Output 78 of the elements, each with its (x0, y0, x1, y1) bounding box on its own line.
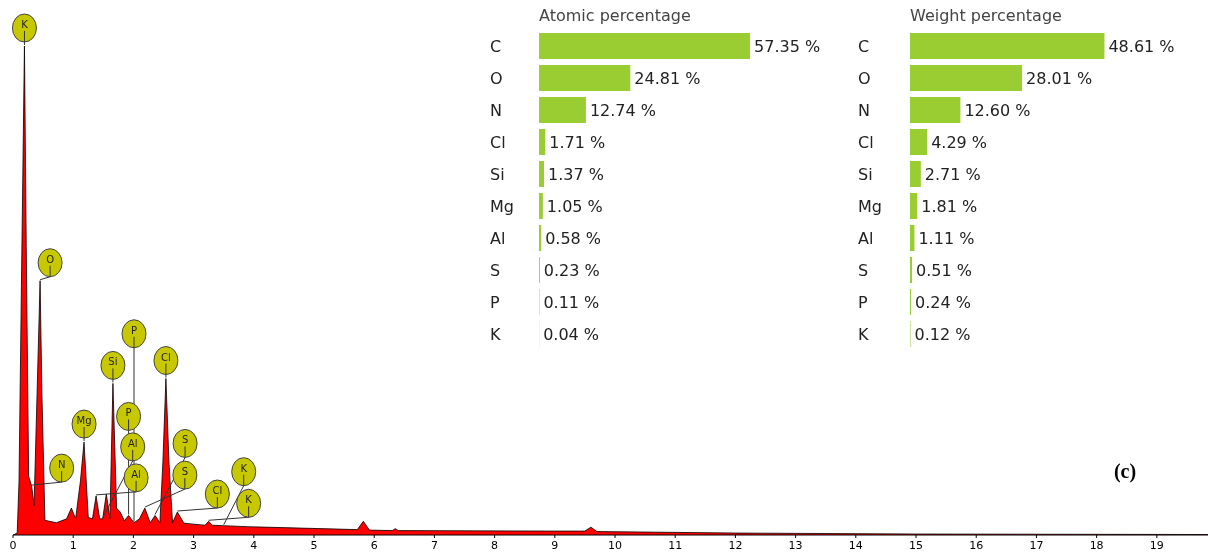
x-tick-label: 7 (430, 539, 438, 552)
data-label: 0.24 % (914, 293, 971, 312)
annotation: N (57, 459, 66, 471)
x-tick-label: 8 (491, 539, 499, 552)
y-tick-label: Si (858, 165, 873, 184)
data-label: 24.81 % (634, 69, 701, 88)
data-label: 1.81 % (921, 197, 978, 216)
data-label: 0.11 % (543, 293, 600, 312)
data-label: 0.12 % (914, 325, 971, 344)
y-tick-label: S (858, 261, 869, 280)
annotation: (c) (1113, 460, 1137, 483)
annotation: Cl (161, 351, 171, 363)
y-tick-label: Al (490, 229, 506, 248)
x-tick-label: 4 (250, 539, 258, 552)
annotation: K (240, 462, 248, 474)
x-tick-label: 0 (9, 539, 17, 552)
x-tick-label: 13 (788, 539, 803, 552)
y-tick-label: O (858, 69, 871, 88)
data-label: 12.74 % (589, 101, 656, 120)
y-tick-label: N (490, 101, 502, 120)
y-tick-label: S (490, 261, 501, 280)
y-tick-label: Cl (858, 133, 874, 152)
data-label: 1.37 % (548, 165, 604, 184)
x-tick-label: 5 (310, 539, 318, 552)
x-tick-label: 16 (969, 539, 984, 552)
annotation: O (46, 253, 55, 265)
x-tick-label: 3 (190, 539, 198, 552)
annotation: K (245, 494, 253, 506)
x-tick-label: 18 (1089, 539, 1104, 552)
x-tick-label: 1 (69, 539, 77, 552)
y-tick-label: K (858, 325, 869, 344)
y-tick-label: P (490, 293, 500, 312)
data-label: 0.23 % (543, 261, 600, 280)
y-tick-label: K (490, 325, 501, 344)
data-label: 1.71 % (549, 133, 606, 152)
y-tick-label: Cl (490, 133, 506, 152)
x-tick-label: 6 (370, 539, 378, 552)
chart-title: Weight percentage (910, 6, 1062, 25)
x-tick-label: 2 (129, 539, 137, 552)
y-tick-label: N (858, 101, 870, 120)
annotation: P (125, 407, 132, 419)
data-label: 0.58 % (545, 229, 602, 248)
y-tick-label: Al (858, 229, 874, 248)
x-tick-label: 14 (848, 539, 863, 552)
annotation: K (21, 19, 29, 30)
x-tick-label: 17 (1029, 539, 1044, 552)
data-label: 1.05 % (546, 197, 603, 216)
x-tick-label: 19 (1149, 539, 1164, 552)
data-label: 48.61 % (1108, 37, 1175, 56)
data-label: 57.35 % (754, 37, 821, 56)
y-tick-label: Mg (490, 197, 514, 216)
x-tick-label: 10 (608, 539, 623, 552)
x-tick-label: 9 (551, 539, 559, 552)
data-label: 12.60 % (964, 101, 1031, 120)
y-tick-label: P (858, 293, 868, 312)
y-tick-label: Si (490, 165, 505, 184)
x-tick-label: 12 (728, 539, 743, 552)
annotation: Si (108, 356, 118, 368)
data-label: 28.01 % (1026, 69, 1093, 88)
data-label: 4.29 % (931, 133, 988, 152)
data-label: 0.51 % (916, 261, 972, 280)
y-tick-label: C (858, 37, 870, 56)
y-tick-label: Mg (858, 197, 882, 216)
data-label: 2.71 % (924, 165, 981, 184)
annotation: Al (127, 437, 138, 449)
y-tick-label: C (490, 37, 502, 56)
x-tick-label: 11 (668, 539, 683, 552)
annotation: Cl (212, 485, 223, 497)
x-tick-label: 15 (909, 539, 924, 552)
annotation: S (181, 466, 189, 478)
annotation: Mg (76, 415, 92, 427)
annotation: S (181, 434, 189, 446)
chart-title: Atomic percentage (539, 6, 691, 25)
annotation: Al (131, 468, 141, 480)
data-label: 0.04 % (543, 325, 600, 344)
data-label: 1.11 % (918, 229, 975, 248)
y-tick-label: O (490, 69, 503, 88)
annotation: P (130, 324, 138, 336)
